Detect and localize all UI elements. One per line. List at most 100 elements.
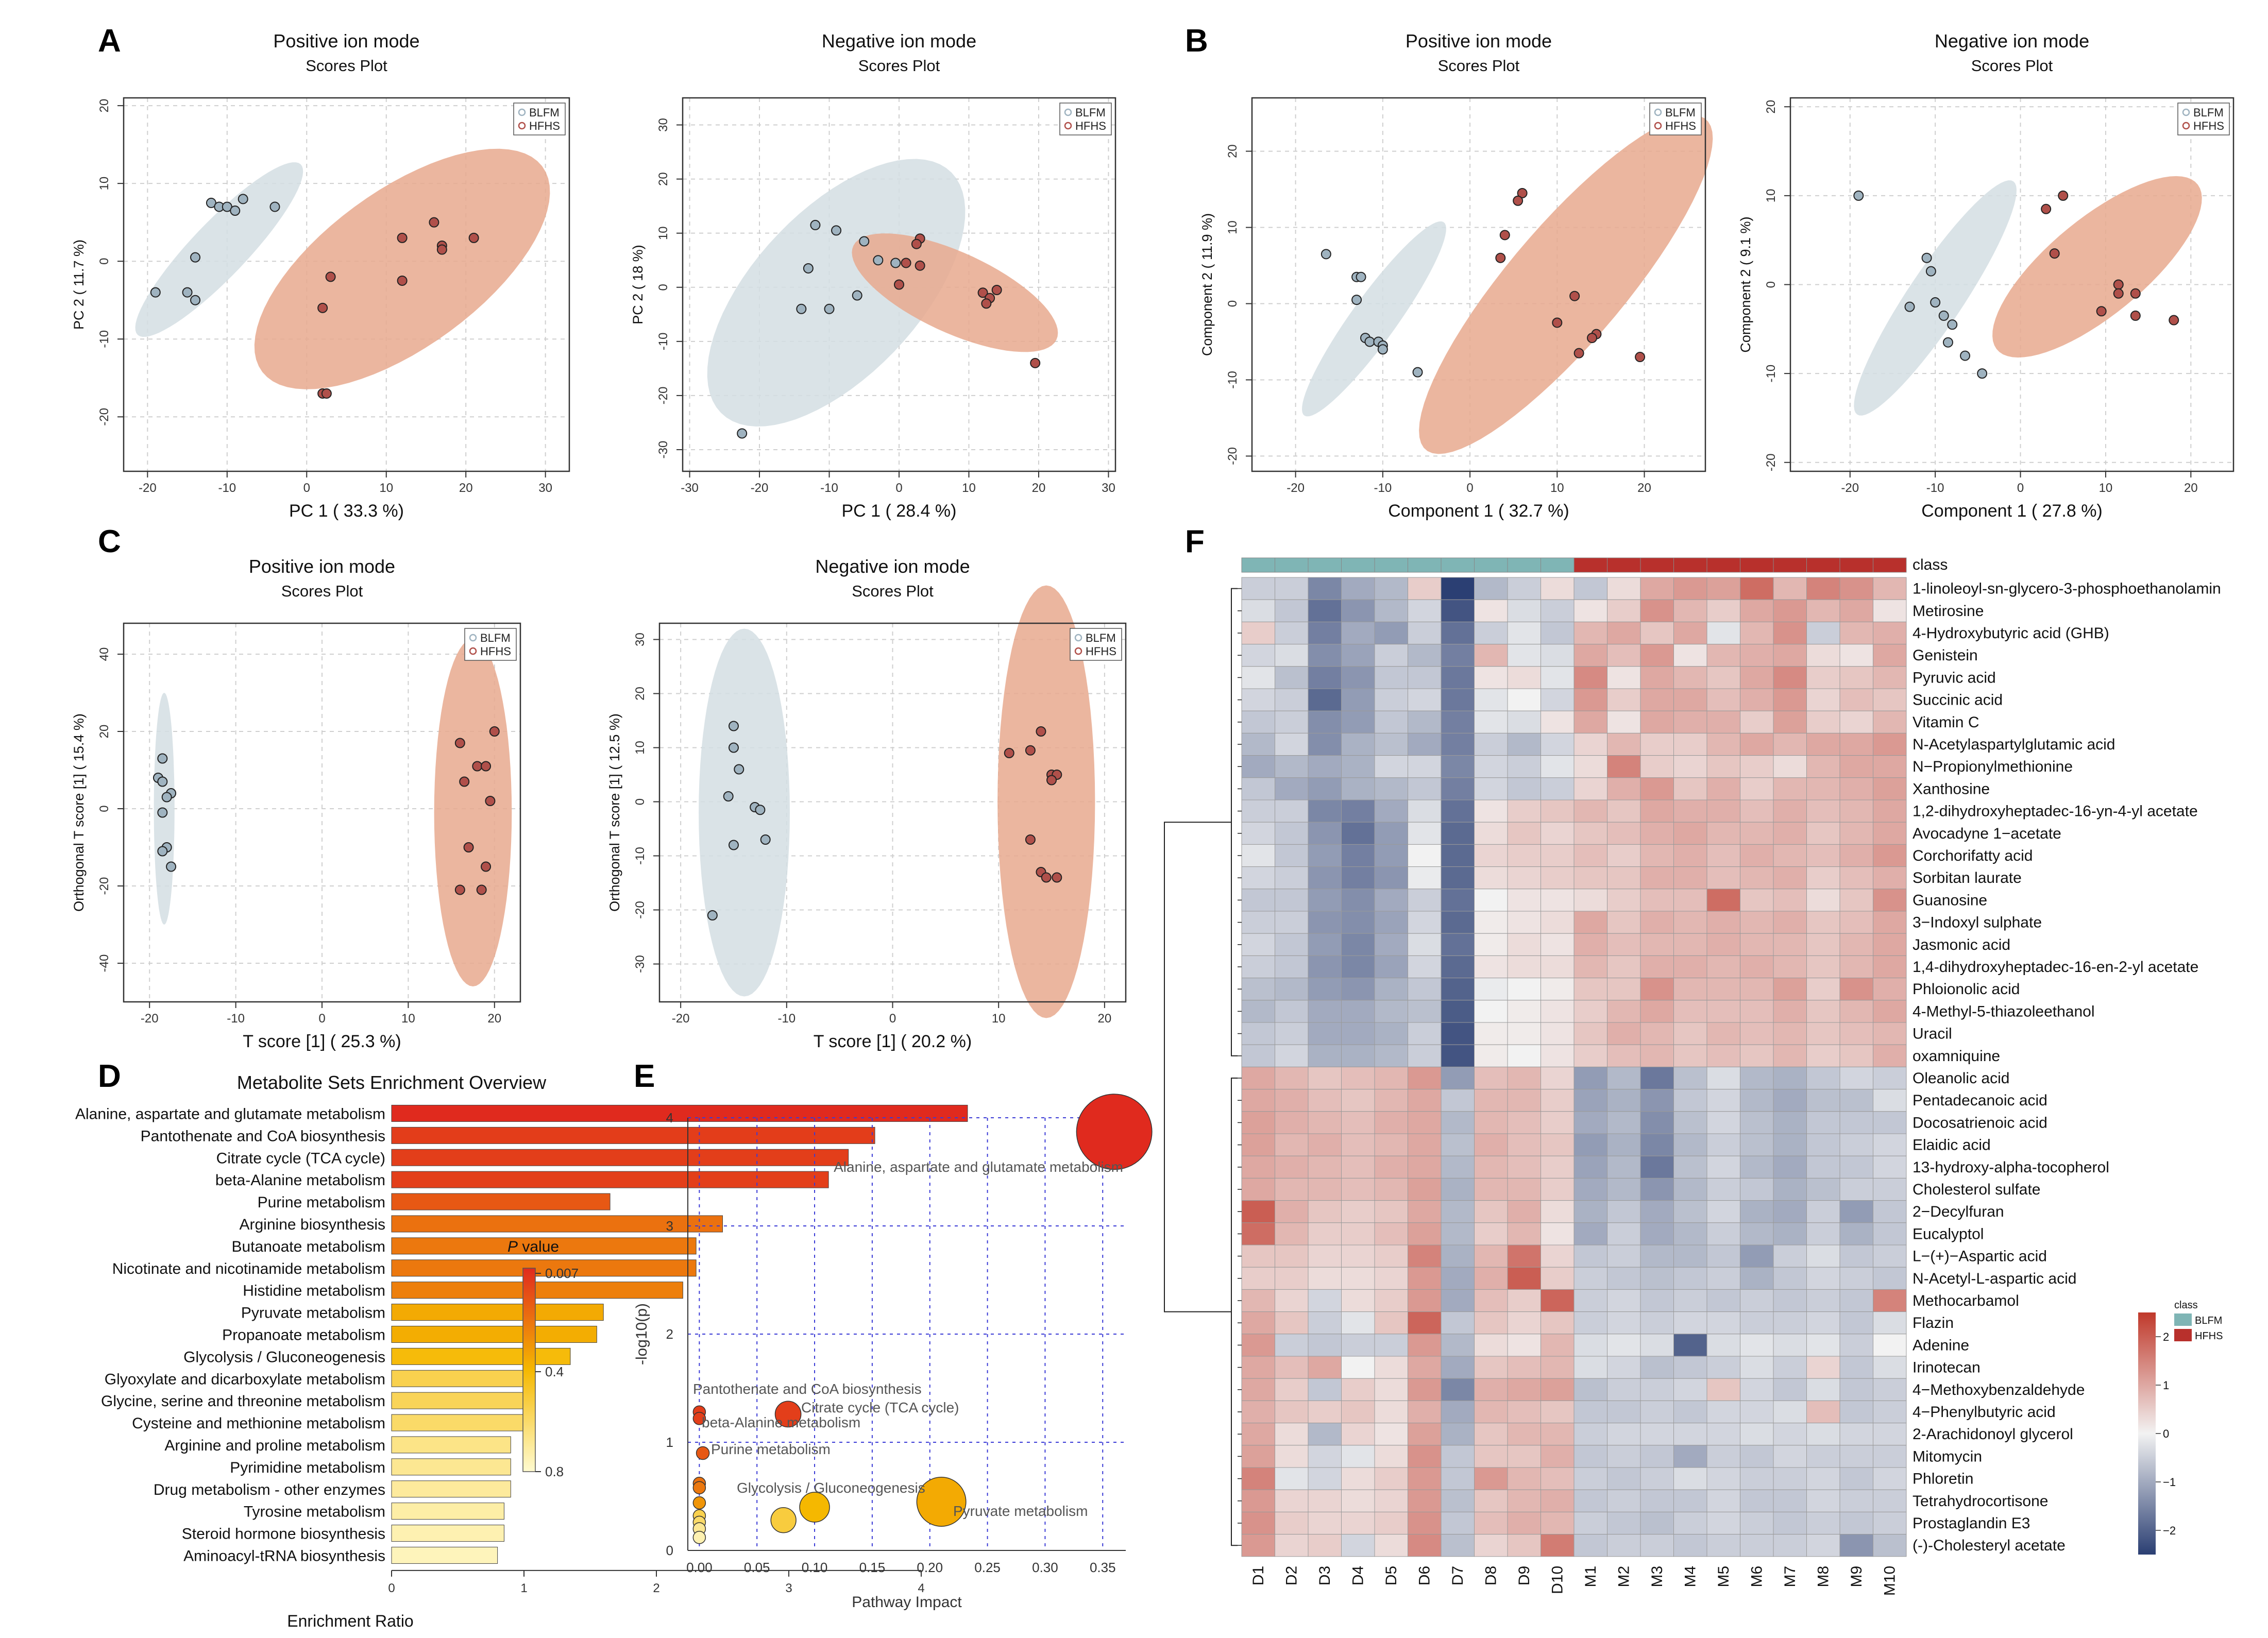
heatmap-cell (1408, 955, 1442, 979)
heatmap-cell (1441, 1200, 1475, 1223)
heatmap-cell (1740, 1334, 1774, 1357)
heatmap-cell (1275, 866, 1309, 890)
heatmap-cell (1573, 1111, 1607, 1134)
heatmap-cell (1573, 1066, 1607, 1090)
x-tick-label: 20 (1098, 1012, 1112, 1026)
column-label: M8 (1815, 1566, 1832, 1588)
score-point-blfm (157, 846, 168, 857)
column-label: D10 (1549, 1566, 1566, 1594)
heatmap-cell (1706, 1400, 1740, 1424)
heatmap-cell (1773, 911, 1807, 934)
heatmap-cell (1607, 732, 1641, 756)
y-tick-label: 1 (666, 1435, 673, 1450)
pathway-bubble (692, 1496, 706, 1510)
heatmap-cell (1873, 1044, 1907, 1067)
heatmap-cell (1441, 844, 1475, 867)
heatmap-cell (1607, 1289, 1641, 1312)
heatmap-cell (1673, 1133, 1707, 1156)
heatmap-cell (1341, 1445, 1375, 1468)
heatmap-cell (1773, 1334, 1807, 1357)
column-label: D3 (1316, 1566, 1333, 1585)
row-label: Corchorifatty acid (1912, 847, 2033, 864)
score-point-blfm (810, 219, 821, 230)
heatmap-cell (1673, 866, 1707, 890)
heatmap-cell (1573, 1044, 1607, 1067)
heatmap-cell (1740, 799, 1774, 823)
heatmap-cell (1408, 1200, 1442, 1223)
heatmap-cell (1573, 732, 1607, 756)
heatmap-cell (1374, 1089, 1408, 1112)
heatmap-cell (1839, 1534, 1873, 1557)
heatmap-cell (1607, 1511, 1641, 1535)
heatmap-cell (1673, 889, 1707, 912)
column-label: M10 (1882, 1566, 1899, 1596)
heatmap-cell (1441, 732, 1475, 756)
heatmap-cell (1374, 1400, 1408, 1424)
heatmap-cell (1673, 933, 1707, 956)
heatmap-cell (1573, 1378, 1607, 1401)
heatmap-cell (1474, 1111, 1508, 1134)
heatmap-cell (1308, 822, 1342, 845)
heatmap-cell (1873, 1200, 1907, 1223)
heatmap-cell (1839, 710, 1873, 733)
row-label: 1,4-dihydroxyheptadec-16-en-2-yl acetate (1912, 959, 2198, 976)
legend-marker (1074, 634, 1082, 642)
heatmap-cell (1441, 1178, 1475, 1201)
heatmap-cell (1341, 889, 1375, 912)
heatmap-cell (1341, 1267, 1375, 1290)
heatmap-cell (1308, 978, 1342, 1001)
heatmap-cell (1806, 1445, 1840, 1468)
heatmap-cell (1441, 1044, 1475, 1067)
heatmap-cell (1308, 1267, 1342, 1290)
heatmap-cell (1241, 1378, 1275, 1401)
heatmap-cell (1873, 1445, 1907, 1468)
column-label: D1 (1250, 1566, 1267, 1585)
heatmap-cell (1441, 822, 1475, 845)
heatmap-cell (1441, 1155, 1475, 1179)
heatmap-cell (1275, 1356, 1309, 1379)
heatmap-cell (1573, 1445, 1607, 1468)
score-point-hfhs (1025, 745, 1036, 756)
heatmap-cell (1308, 1445, 1342, 1468)
bubble-label: Purine metabolism (711, 1441, 831, 1457)
enrichment-bar (391, 1304, 604, 1321)
bubble-label: Glycolysis / Gluconeogenesis (737, 1480, 925, 1496)
enrichment-bar (391, 1259, 697, 1277)
heatmap-cell (1673, 1423, 1707, 1446)
score-point-hfhs (397, 275, 408, 286)
heatmap-cell (1573, 1244, 1607, 1268)
y-axis-label: PC 2 ( 18 %) (630, 245, 646, 325)
heatmap-cell (1374, 666, 1408, 689)
heatmap-cell (1408, 844, 1442, 867)
heatmap-cell (1873, 955, 1907, 979)
heatmap-cell (1275, 710, 1309, 733)
heatmap-cell (1408, 621, 1442, 645)
heatmap-cell (1541, 1423, 1575, 1446)
heatmap-cell (1374, 1445, 1408, 1468)
score-point-hfhs (397, 232, 408, 243)
confidence-ellipse-hfhs (434, 639, 512, 986)
x-tick-label: 20 (2184, 481, 2198, 495)
heatmap-cell (1640, 911, 1674, 934)
heatmap-cell (1740, 889, 1774, 912)
heatmap-cell (1640, 1378, 1674, 1401)
heatmap-cell (1839, 1244, 1873, 1268)
value-scale-bar (2138, 1312, 2156, 1555)
heatmap-cell (1507, 777, 1541, 800)
y-tick-label: 0 (666, 1543, 673, 1558)
heatmap-cell (1341, 822, 1375, 845)
heatmap-cell (1507, 1222, 1541, 1245)
heatmap-cell (1474, 621, 1508, 645)
heatmap-cell (1673, 822, 1707, 845)
heatmap-cell (1541, 1534, 1575, 1557)
heatmap-cell (1773, 1000, 1807, 1023)
heatmap-cell (1573, 1511, 1607, 1535)
heatmap-cell (1806, 955, 1840, 979)
heatmap-cell (1706, 1445, 1740, 1468)
enrichment-bar (391, 1347, 571, 1365)
heatmap-cell (1441, 1534, 1475, 1557)
confidence-ellipse-hfhs (254, 148, 550, 389)
heatmap-cell (1441, 1244, 1475, 1268)
heatmap-cell (1474, 1511, 1508, 1535)
heatmap-cell (1441, 1334, 1475, 1357)
